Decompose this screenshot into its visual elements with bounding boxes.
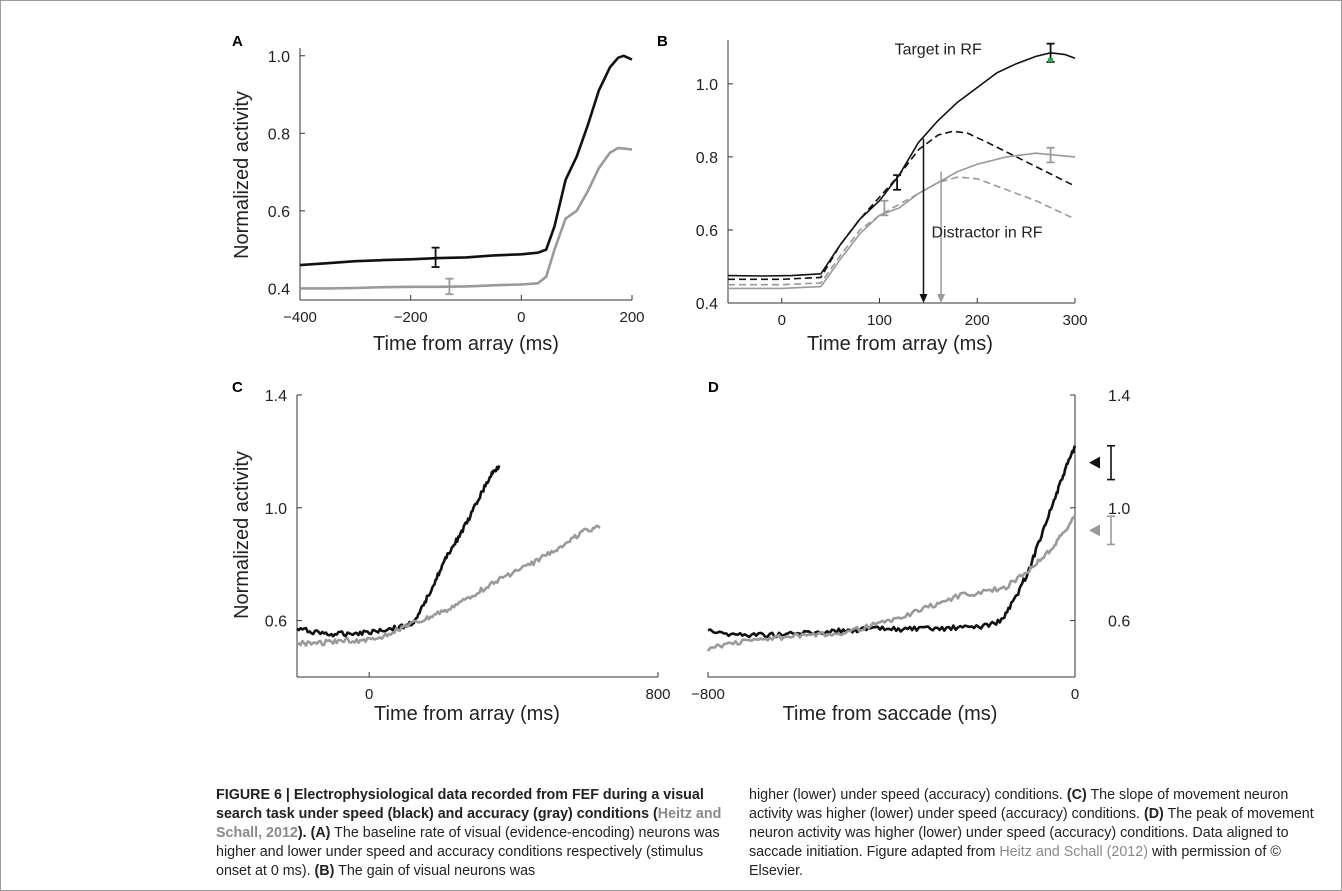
caption-segment: with permission of © Elsevier. <box>749 844 1281 879</box>
panel-d: D −800 0 0.6 1.0 1.4 Time from saccade (ms) <box>691 379 1130 725</box>
caption-segment: FIGURE 6 | Electrophysiological data rec… <box>216 787 704 822</box>
panel-label-d: D <box>708 379 719 396</box>
x-tick-label: −800 <box>691 686 725 703</box>
x-tick-label: 800 <box>645 686 670 703</box>
series-line <box>296 524 601 647</box>
y-tick-label: 1.4 <box>1108 388 1130 405</box>
caption-segment: (A) <box>310 825 331 841</box>
y-axis-label: Normalized activity <box>231 91 253 259</box>
panel-c: C 0 800 0.6 1.0 1.4 Time from array (ms) Norma… <box>231 379 671 725</box>
caption-segment: higher (lower) under speed (accuracy) co… <box>749 787 1067 803</box>
y-tick-label: 1.4 <box>265 388 287 405</box>
panel-b: B 0 100 200 300 0.4 0.6 0.8 1.0 Time from array … <box>657 33 1088 355</box>
x-axis-label: Time from saccade (ms) <box>783 703 998 725</box>
x-tick-label: 0 <box>778 312 786 329</box>
y-tick-label: 1.0 <box>265 501 287 518</box>
series-line <box>706 515 1076 652</box>
y-tick-label: 0.6 <box>696 223 718 240</box>
y-tick-label: 0.6 <box>1108 614 1130 631</box>
caption-segment: (B) <box>314 863 335 879</box>
y-tick-label: 0.6 <box>265 614 287 631</box>
annotation-label: Distractor in RF <box>931 224 1042 241</box>
x-axis-label: Time from array (ms) <box>374 703 560 725</box>
x-axis-label: Time from array (ms) <box>373 333 559 355</box>
x-tick-label: 0 <box>1071 686 1079 703</box>
x-tick-label: 200 <box>965 312 990 329</box>
series-line <box>728 152 1076 290</box>
data-marker <box>1048 58 1054 63</box>
caption-segment: (C) <box>1066 787 1087 803</box>
caption-segment: ). <box>297 825 311 841</box>
y-tick-label: 1.0 <box>268 49 290 66</box>
arrow-head <box>919 294 928 303</box>
x-tick-label: 200 <box>619 309 644 326</box>
x-tick-label: 0 <box>517 309 525 326</box>
x-tick-label: −200 <box>394 309 428 326</box>
series-line <box>296 465 501 638</box>
series-line <box>727 52 1076 277</box>
figure-caption-left: FIGURE 6 | Electrophysiological data rec… <box>216 786 726 881</box>
x-tick-label: 100 <box>867 312 892 329</box>
caption-segment: The peak of movement neuron activity was… <box>749 806 1314 860</box>
caption-segment[interactable]: Heitz and Schall (2012) <box>999 844 1148 860</box>
y-tick-label: 0.8 <box>696 150 718 167</box>
panel-label-b: B <box>657 33 668 50</box>
annotation-label: Target in RF <box>895 42 982 59</box>
y-tick-label: 1.0 <box>1108 501 1130 518</box>
y-axis-label: Normalized activity <box>231 451 253 619</box>
caption-segment: (D) <box>1143 806 1164 822</box>
series-line <box>728 130 1076 281</box>
arrow-head <box>937 294 946 303</box>
y-tick-label: 0.4 <box>696 296 718 313</box>
y-tick-label: 0.8 <box>268 126 290 143</box>
x-axis-label: Time from array (ms) <box>807 333 993 355</box>
caption-segment: The gain of visual neurons was <box>334 863 536 879</box>
x-tick-label: −400 <box>283 309 317 326</box>
caption-segment[interactable]: Heitz and Schall, 2012 <box>216 806 722 841</box>
caption-segment: The baseline rate of visual (evidence-en… <box>216 825 720 879</box>
x-tick-label: 300 <box>1062 312 1087 329</box>
panel-a: A −400 −200 0 200 0.4 0.6 0.8 1.0 Time from arra… <box>231 33 645 355</box>
series-line <box>299 54 633 267</box>
x-tick-label: 0 <box>365 686 373 703</box>
panel-label-c: C <box>232 379 243 396</box>
series-line <box>300 146 633 290</box>
figure-caption-right: higher (lower) under speed (accuracy) co… <box>749 786 1329 881</box>
series-line <box>707 445 1077 639</box>
panel-label-a: A <box>232 33 243 50</box>
figure-plots: A −400 −200 0 200 0.4 0.6 0.8 1.0 Time from arra… <box>231 33 1130 725</box>
peak-marker <box>1089 456 1100 469</box>
y-tick-label: 0.6 <box>268 204 290 221</box>
y-tick-label: 1.0 <box>696 77 718 94</box>
caption-segment: The slope of movement neuron activity wa… <box>749 787 1289 822</box>
y-tick-label: 0.4 <box>268 281 290 298</box>
peak-marker <box>1089 524 1100 537</box>
